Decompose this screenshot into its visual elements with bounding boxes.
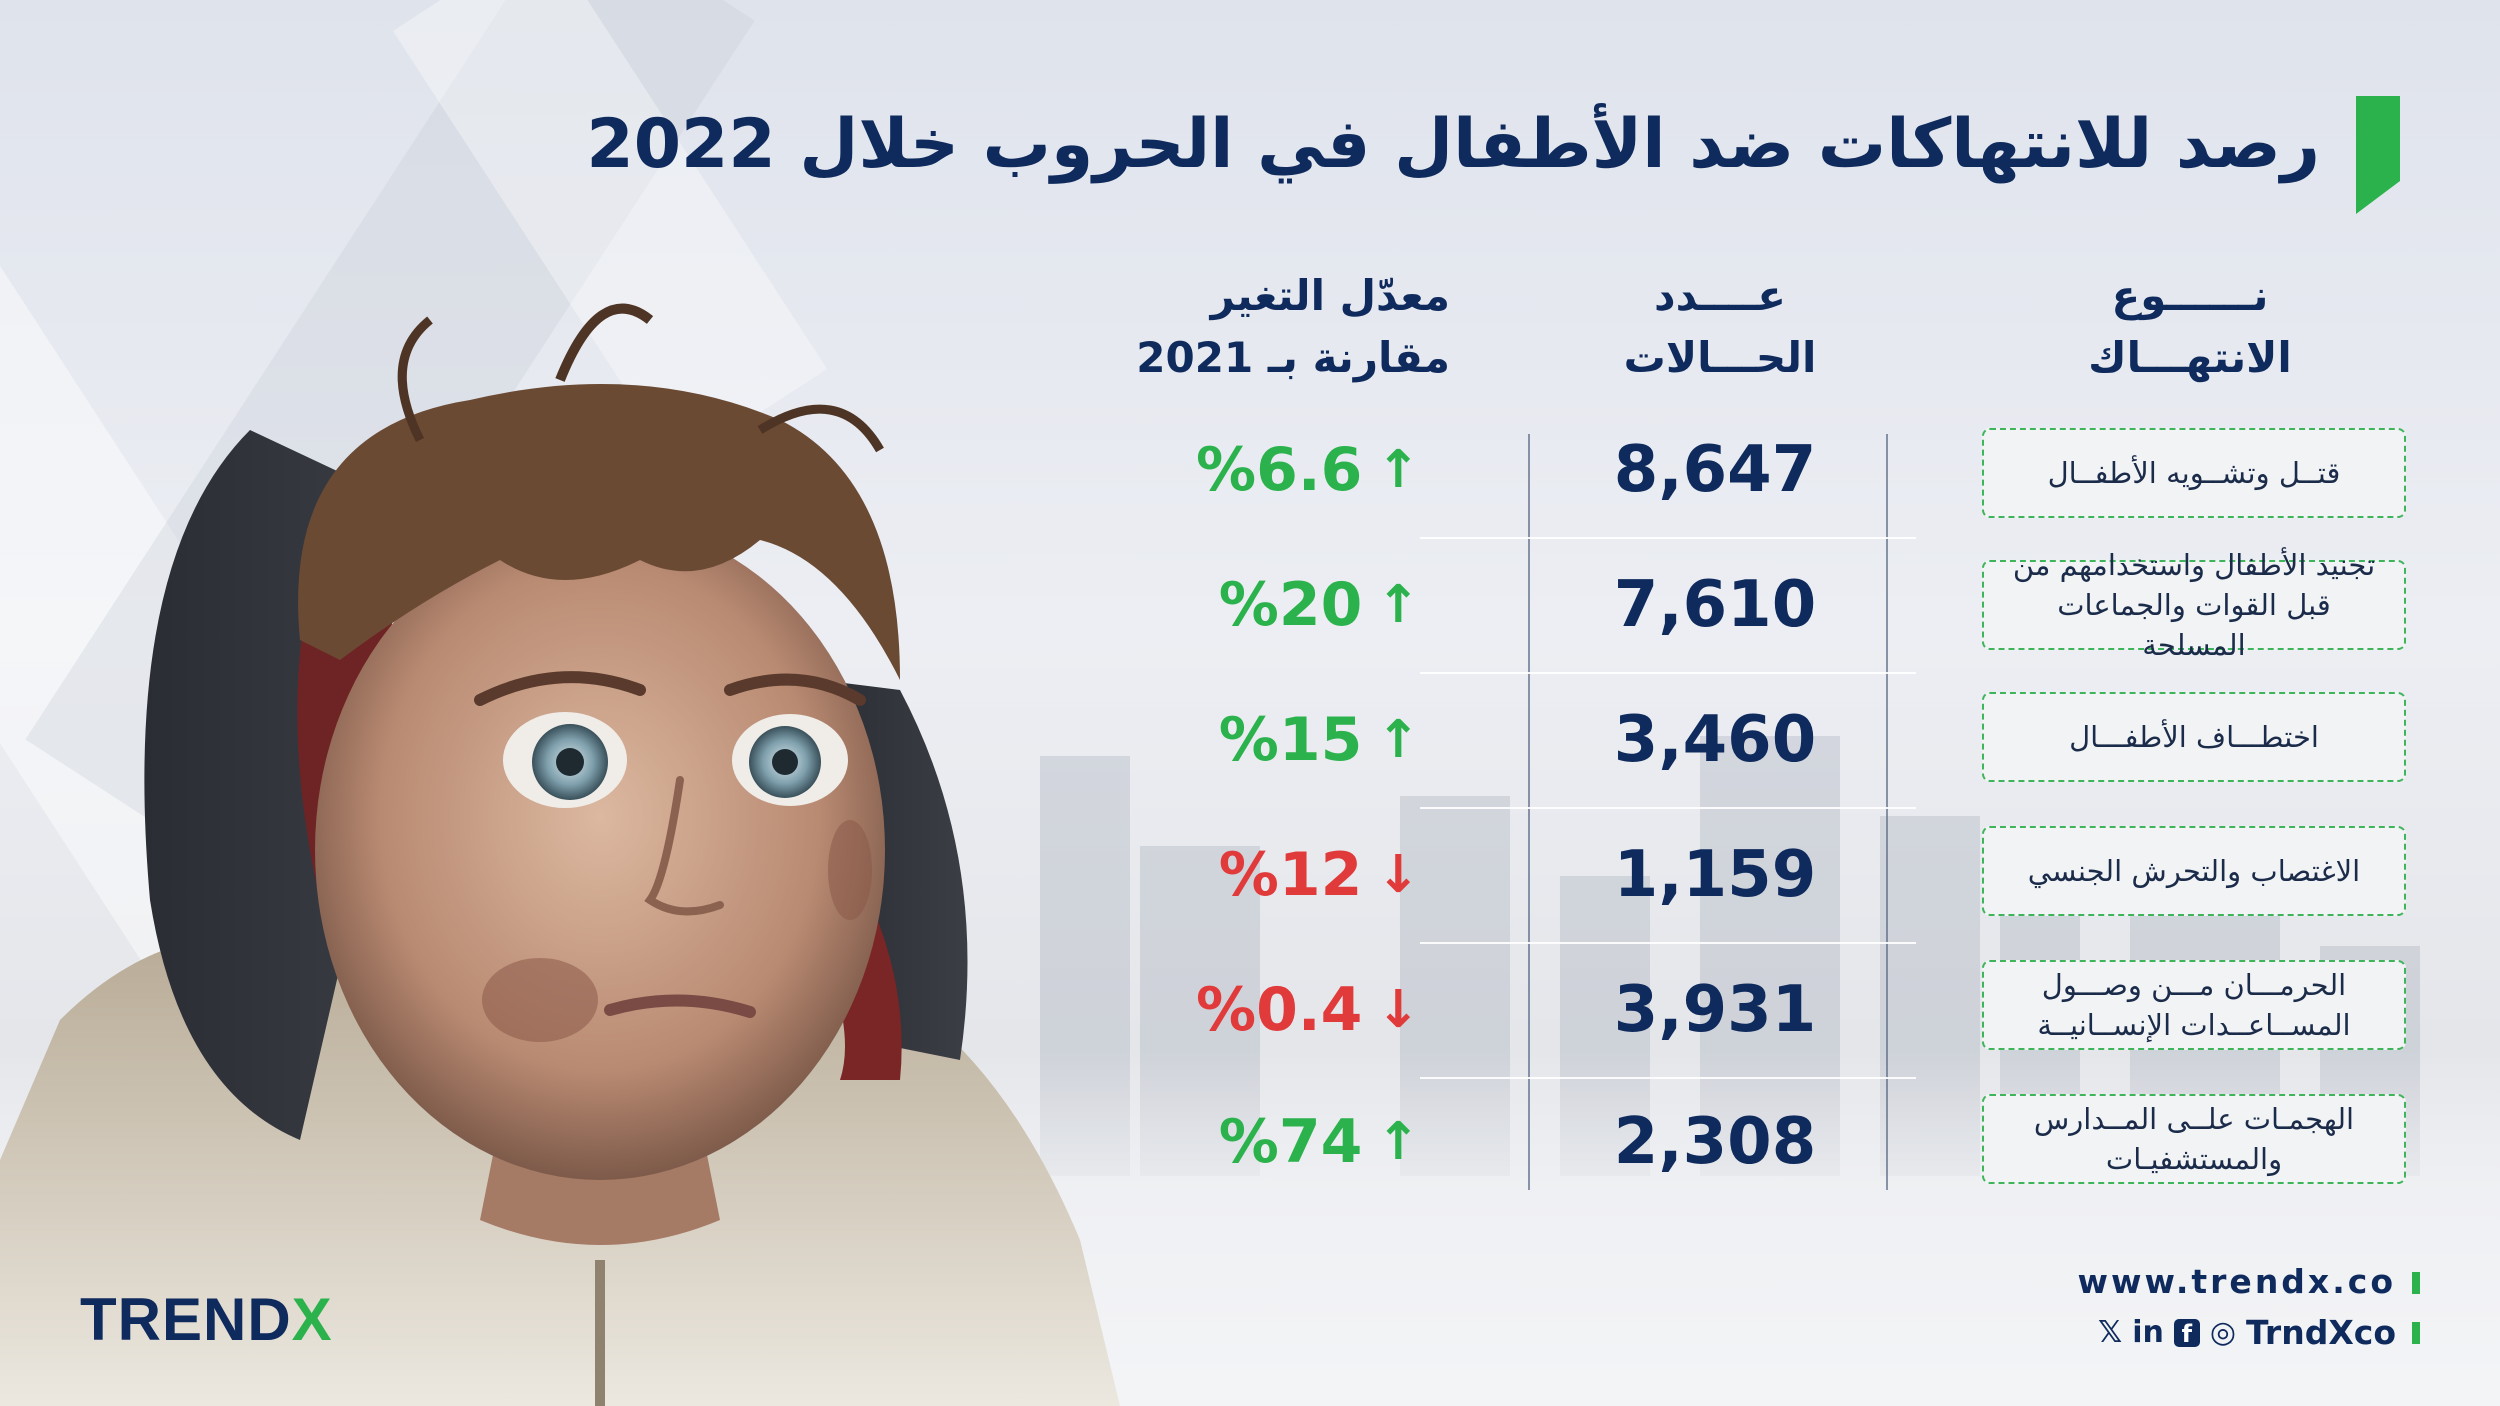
trendx-logo: TRENDX <box>80 1285 333 1354</box>
logo-x: X <box>291 1286 333 1353</box>
case-count: 8,647 <box>1613 433 1817 507</box>
header-change-rate-line1: معدّل التغير <box>1210 271 1450 320</box>
social-handle: 𝕏 in f ◎ TrndXco <box>2098 1313 2396 1352</box>
change-rate: %6.6 ↑ <box>1160 430 1420 510</box>
table-row-divider <box>1420 807 1916 809</box>
change-rate: %0.4 ↓ <box>1160 970 1420 1050</box>
change-arrow-icon: ↓ <box>1376 980 1420 1040</box>
case-count: 3,931 <box>1613 973 1817 1047</box>
instagram-icon[interactable]: ◎ <box>2209 1315 2237 1350</box>
change-value: %6.6 <box>1196 435 1363 505</box>
change-arrow-icon: ↑ <box>1376 440 1420 500</box>
violation-label: الهجمـات علــى المــدارس والمستشفيـات <box>1982 1094 2406 1184</box>
change-rate: %20 ↑ <box>1160 565 1420 645</box>
table-row-divider <box>1420 672 1916 674</box>
change-value: %15 <box>1218 705 1363 775</box>
change-rate: %74 ↑ <box>1160 1102 1420 1182</box>
change-arrow-icon: ↑ <box>1376 1112 1420 1172</box>
header-violation-type-line2: الانتهـــاك <box>2088 333 2292 382</box>
violation-label: اختطـــاف الأطفـــال <box>1982 692 2406 782</box>
logo-text: TREND <box>80 1286 292 1353</box>
child-hair-strand <box>757 404 884 453</box>
child-illustration <box>0 303 1120 1406</box>
change-rate: %12 ↓ <box>1160 835 1420 915</box>
case-count: 2,308 <box>1613 1105 1817 1179</box>
change-value: %0.4 <box>1196 975 1363 1045</box>
change-rate: %15 ↑ <box>1160 700 1420 780</box>
header-case-count-line2: الحـــالات <box>1623 333 1817 382</box>
table-row-divider <box>1420 537 1916 539</box>
social-handle-text[interactable]: TrndXco <box>2246 1313 2396 1352</box>
child-eyebrow <box>724 673 866 706</box>
facebook-icon[interactable]: f <box>2173 1318 2200 1348</box>
title-accent-bar <box>2356 96 2400 214</box>
website-link[interactable]: www.trendx.co <box>2077 1262 2396 1301</box>
child-cheek-dirt <box>828 820 872 920</box>
child-hair-strand <box>397 316 433 443</box>
violation-label: تجنيد الأطفال واستخدامهم من قبل القوات و… <box>1982 548 2406 662</box>
table-row-divider <box>1420 1077 1916 1079</box>
change-value: %12 <box>1218 840 1363 910</box>
header-change-rate-line2: مقارنة بـ 2021 <box>1136 333 1450 382</box>
case-count: 7,610 <box>1613 568 1817 642</box>
child-face <box>315 520 885 1180</box>
header-case-count-line1: عــــدد <box>1654 271 1786 320</box>
change-arrow-icon: ↑ <box>1376 575 1420 635</box>
violation-label: الاغتصاب والتحرش الجنسي <box>1982 826 2406 916</box>
linkedin-icon[interactable]: in <box>2132 1315 2164 1350</box>
page-title: رصد للانتهاكات ضد الأطفال في الحروب خلال… <box>586 105 2320 184</box>
change-value: %20 <box>1218 570 1363 640</box>
case-count: 3,460 <box>1613 703 1817 777</box>
website-accent-bar <box>2412 1272 2420 1294</box>
child-hair-strand <box>555 303 654 382</box>
table-row-divider <box>1420 942 1916 944</box>
change-value: %74 <box>1218 1107 1363 1177</box>
child-mouth <box>604 994 756 1018</box>
case-count: 1,159 <box>1613 838 1817 912</box>
handle-accent-bar <box>2412 1322 2420 1344</box>
child-hood <box>820 680 968 1060</box>
header-violation-type-line1: نــــــوع <box>2111 271 2269 320</box>
violation-label: قتــل وتشــويه الأطفــال <box>1982 428 2406 518</box>
child-hair <box>298 384 901 680</box>
child-cheek-dirt <box>482 958 598 1042</box>
child-nose <box>644 776 724 916</box>
header-case-count: عــــدد الحـــالات <box>1560 265 1880 389</box>
child-eyebrow <box>474 671 646 706</box>
violation-label: الحرمـــان مـــن وصـــول المســاعــدات ا… <box>1982 960 2406 1050</box>
change-arrow-icon: ↓ <box>1376 845 1420 905</box>
x-icon[interactable]: 𝕏 <box>2098 1315 2123 1350</box>
table-column-divider <box>1528 434 1530 1190</box>
header-violation-type: نــــــوع الانتهـــاك <box>1980 265 2400 389</box>
change-arrow-icon: ↑ <box>1376 710 1420 770</box>
header-change-rate: معدّل التغير مقارنة بـ 2021 <box>1120 265 1450 389</box>
table-column-divider <box>1886 434 1888 1190</box>
